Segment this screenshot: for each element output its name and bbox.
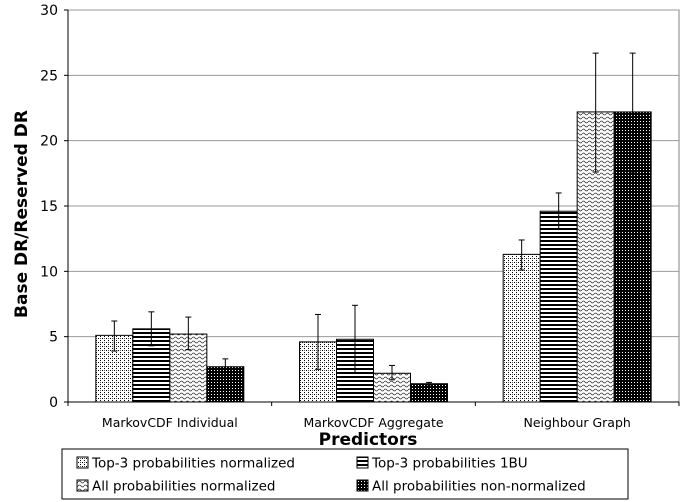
y-tick-label: 5 <box>49 330 58 346</box>
x-axis-categories: MarkovCDF Individual MarkovCDF Aggregate N… <box>67 402 680 430</box>
legend-swatch <box>76 456 89 469</box>
bar <box>613 111 652 403</box>
legend-label: All probabilities normalized <box>92 479 275 495</box>
bar <box>539 210 578 403</box>
legend-swatch <box>356 456 369 469</box>
y-tick-label: 10 <box>40 264 58 280</box>
x-category-label: MarkovCDF Aggregate <box>303 415 443 430</box>
y-axis-title: Base DR/Reserved DR <box>12 110 32 318</box>
bar <box>206 366 245 403</box>
legend-label: Top-3 probabilities 1BU <box>371 456 528 472</box>
bar <box>502 253 541 403</box>
legend-swatch <box>76 479 89 492</box>
legend-swatch <box>356 479 369 492</box>
legend-label: Top-3 probabilities normalized <box>91 456 295 472</box>
y-tick-label: 15 <box>40 199 58 215</box>
y-axis-ticks: 0 5 10 15 20 25 30 <box>40 3 679 411</box>
legend-box <box>61 448 629 500</box>
y-tick-label: 25 <box>40 68 58 84</box>
legend: Top-3 probabilities normalized Top-3 prob… <box>61 448 629 500</box>
error-bars <box>111 52 636 386</box>
legend-label: All probabilities non-normalized <box>372 479 586 495</box>
y-tick-label: 30 <box>40 3 58 19</box>
x-category-label: Neighbour Graph <box>523 415 630 430</box>
x-category-label: MarkovCDF Individual <box>102 415 238 430</box>
bar <box>410 383 448 403</box>
y-tick-label: 0 <box>49 395 58 411</box>
x-axis-title: Predictors <box>319 430 418 450</box>
y-tick-label: 20 <box>40 134 58 150</box>
